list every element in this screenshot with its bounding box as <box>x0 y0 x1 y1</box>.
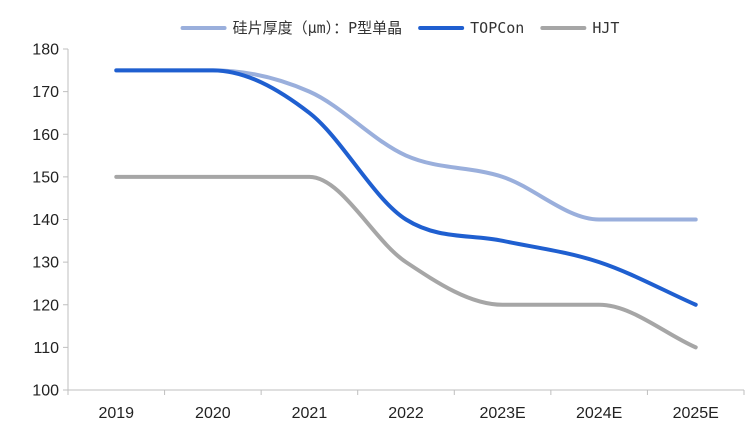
y-tick-label: 150 <box>32 169 59 186</box>
y-tick-label: 140 <box>32 212 59 229</box>
x-tick-label: 2021 <box>292 405 328 422</box>
legend-label-topcon: TOPCon <box>470 19 524 37</box>
legend: 硅片厚度（μm）：P型单晶 TOPCon HJT <box>180 19 619 37</box>
y-tick-label: 100 <box>32 383 59 400</box>
series-line-hjt <box>114 174 698 350</box>
x-tick-label: 2020 <box>195 405 231 422</box>
y-tick-label: 130 <box>32 255 59 272</box>
x-tick-label: 2022 <box>388 405 424 422</box>
y-tick-label: 120 <box>32 297 59 314</box>
y-tick-label: 110 <box>33 340 59 357</box>
legend-label-p-type-mono: 硅片厚度（μm）：P型单晶 <box>233 19 403 37</box>
series-line-topcon <box>114 68 698 307</box>
tick-labels: 100 110 120 130 140 150 160 170 180 2019 2020 2021 2… <box>32 42 719 423</box>
y-tick-label: 170 <box>32 84 59 101</box>
y-tick-label: 180 <box>32 42 59 59</box>
x-tick-label: 2025E <box>673 405 719 422</box>
x-tick-label: 2019 <box>98 405 134 422</box>
x-tick-label: 2023E <box>479 405 525 422</box>
axes <box>63 48 745 395</box>
y-tick-label: 160 <box>32 127 59 144</box>
legend-label-hjt: HJT <box>592 19 619 37</box>
series-line-p-type-mono <box>114 68 698 222</box>
series-group <box>114 68 698 350</box>
x-tick-label: 2024E <box>576 405 622 422</box>
